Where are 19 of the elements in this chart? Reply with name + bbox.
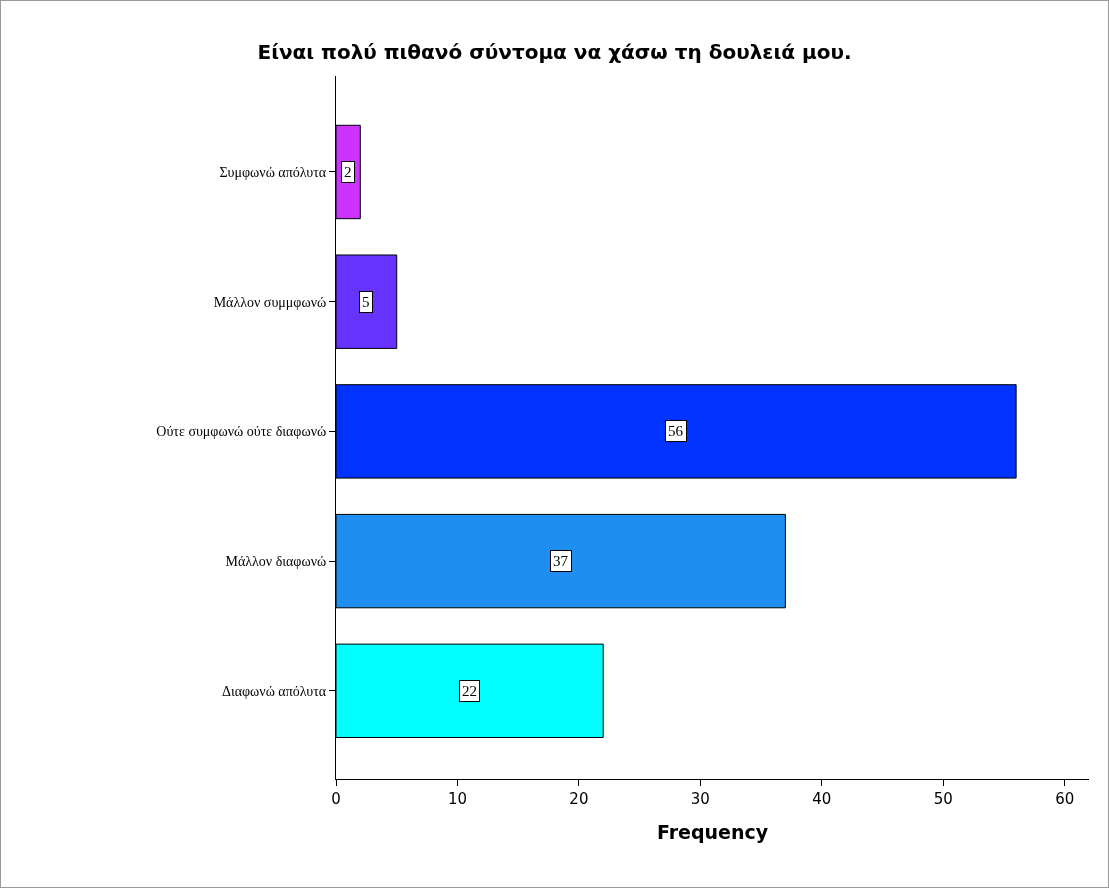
x-tick-label: 0 bbox=[331, 790, 341, 808]
x-axis-title: Frequency bbox=[656, 820, 769, 843]
y-tick-label: Συμφωνώ απόλυτα bbox=[219, 164, 327, 180]
x-tick-label: 20 bbox=[569, 790, 589, 808]
x-tick-label: 60 bbox=[1055, 790, 1075, 808]
y-tick-label: Διαφωνώ απόλυτα bbox=[221, 683, 327, 699]
data-label: 5 bbox=[362, 294, 370, 310]
y-tick-label: Μάλλον διαφωνώ bbox=[225, 554, 327, 569]
x-tick-label: 50 bbox=[933, 790, 953, 808]
x-tick-label: 30 bbox=[690, 790, 710, 808]
x-tick-label: 40 bbox=[812, 790, 832, 808]
data-label: 2 bbox=[344, 164, 352, 180]
chart-title: Είναι πολύ πιθανό σύντομα να χάσω τη δουλειά μου. bbox=[257, 40, 852, 65]
y-tick-label: Ούτε συμφωνώ ούτε διαφωνώ bbox=[156, 424, 327, 440]
x-tick-label: 10 bbox=[447, 790, 467, 808]
y-tick-label: Μάλλον συμμφωνώ bbox=[213, 294, 327, 310]
data-label: 37 bbox=[553, 553, 569, 569]
data-label: 22 bbox=[462, 683, 477, 699]
data-label: 56 bbox=[668, 423, 684, 439]
